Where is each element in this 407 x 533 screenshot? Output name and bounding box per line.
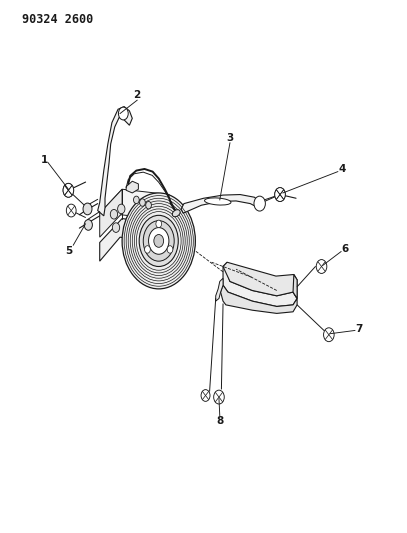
Text: 90324 2600: 90324 2600 — [22, 13, 94, 26]
Circle shape — [66, 204, 76, 217]
Circle shape — [146, 201, 151, 209]
Polygon shape — [100, 189, 179, 224]
Polygon shape — [100, 219, 175, 261]
Circle shape — [254, 196, 265, 211]
Polygon shape — [181, 195, 260, 213]
Circle shape — [63, 183, 74, 197]
Polygon shape — [221, 285, 297, 313]
Text: 5: 5 — [66, 246, 73, 255]
Circle shape — [110, 209, 118, 219]
Circle shape — [139, 215, 178, 266]
Circle shape — [84, 220, 92, 230]
Ellipse shape — [172, 209, 180, 217]
Polygon shape — [216, 278, 223, 301]
Text: 1: 1 — [40, 155, 48, 165]
Circle shape — [316, 260, 327, 273]
Circle shape — [201, 390, 210, 401]
Circle shape — [144, 246, 150, 253]
Circle shape — [133, 196, 139, 204]
Circle shape — [275, 188, 285, 201]
Text: 8: 8 — [216, 416, 223, 426]
Circle shape — [214, 390, 224, 404]
Circle shape — [140, 199, 145, 206]
Circle shape — [167, 246, 173, 253]
Circle shape — [122, 193, 195, 289]
Circle shape — [275, 188, 285, 201]
Circle shape — [112, 223, 120, 232]
Polygon shape — [223, 262, 297, 306]
Circle shape — [156, 220, 162, 228]
Text: 4: 4 — [338, 164, 346, 174]
Circle shape — [154, 235, 164, 247]
Text: 6: 6 — [341, 245, 349, 254]
Polygon shape — [98, 107, 132, 216]
Circle shape — [118, 204, 125, 214]
Text: 2: 2 — [133, 90, 141, 100]
Polygon shape — [126, 181, 138, 193]
Circle shape — [149, 228, 169, 254]
Circle shape — [63, 183, 74, 197]
Polygon shape — [100, 189, 122, 237]
Text: 7: 7 — [355, 324, 363, 334]
Polygon shape — [293, 274, 297, 298]
Circle shape — [324, 328, 334, 342]
Polygon shape — [223, 262, 297, 298]
Circle shape — [83, 203, 92, 215]
Text: 3: 3 — [226, 133, 234, 142]
Ellipse shape — [205, 198, 231, 205]
Circle shape — [143, 221, 174, 261]
Circle shape — [118, 107, 128, 120]
